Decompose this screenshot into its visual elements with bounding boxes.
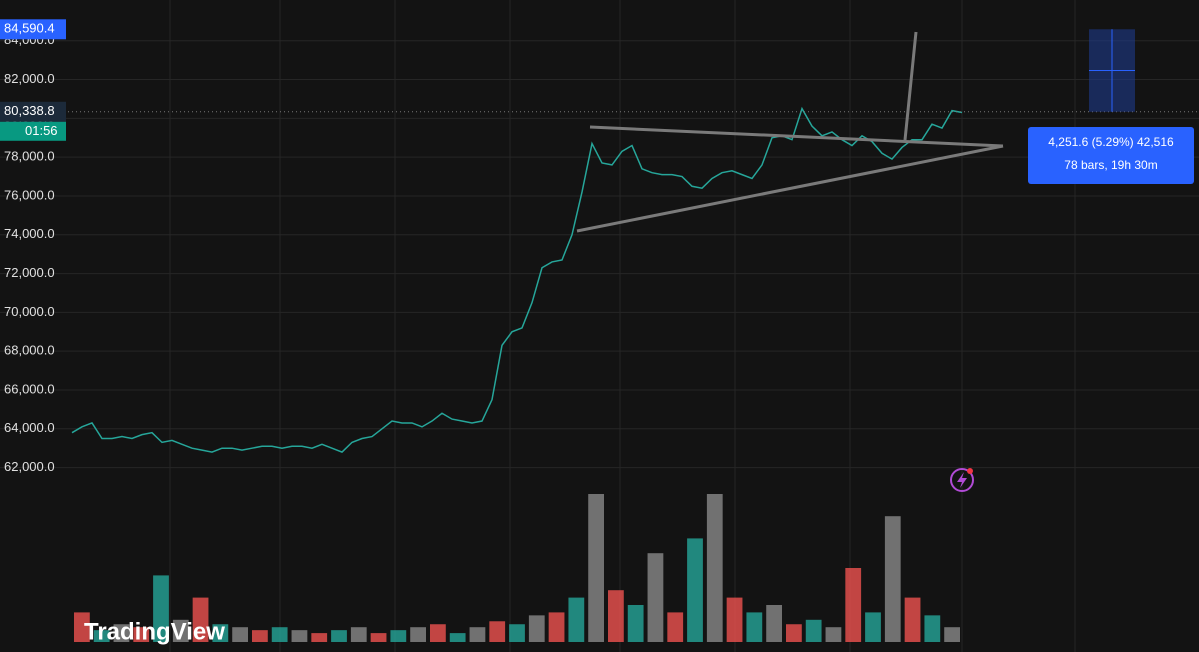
volume-bar	[528, 615, 545, 642]
drawings	[576, 31, 1004, 233]
volume-bar	[509, 624, 525, 642]
y-tick-label: 66,000.0	[4, 381, 55, 396]
volume-bar	[252, 630, 268, 642]
volume-bar	[647, 553, 664, 642]
volume-bar	[133, 627, 150, 642]
volume-bar	[93, 630, 110, 642]
y-tick-label: 70,000.0	[4, 304, 55, 319]
y-tick-label: 76,000.0	[4, 187, 55, 202]
volume-bar	[884, 516, 901, 642]
volume-bar	[192, 597, 209, 642]
volume-bar	[608, 590, 624, 642]
volume-bar	[291, 630, 308, 642]
countdown-label: 01:56	[25, 123, 58, 138]
logo: TradingView	[84, 618, 225, 645]
volume-bar	[627, 605, 644, 642]
volume-bar	[825, 627, 842, 642]
volume-bar	[944, 627, 960, 642]
volume-bar	[370, 633, 387, 642]
volume-bar	[350, 627, 367, 642]
y-tick-label: 72,000.0	[4, 265, 55, 280]
volume-bar	[430, 624, 446, 642]
volume-bar	[489, 621, 506, 642]
volume-bar	[212, 624, 229, 642]
volume-bar	[153, 575, 169, 642]
y-tick-label: 62,000.0	[4, 459, 55, 474]
countdown-badge	[0, 121, 66, 141]
volume-bar	[548, 612, 565, 642]
volume-bar	[766, 605, 782, 642]
trend-line	[576, 144, 1004, 233]
marks	[71, 106, 963, 642]
volume-bar	[904, 597, 921, 642]
volume-bar	[805, 619, 822, 642]
volume-bar	[687, 538, 703, 642]
price-badge	[0, 101, 66, 122]
volume-bar	[74, 612, 90, 642]
price-badge	[0, 19, 66, 40]
alert-icon[interactable]	[950, 468, 974, 492]
volume-bar	[924, 615, 941, 642]
price-line	[71, 106, 963, 453]
price-badge-label: 84,590.4	[4, 21, 55, 36]
volume-bar	[410, 627, 426, 642]
volume-bar	[706, 494, 723, 642]
volume-bar	[331, 630, 347, 642]
trend-line	[589, 125, 1004, 148]
projection-line	[903, 31, 918, 141]
measure-text: 78 bars, 19h 30m	[1064, 158, 1157, 172]
volume-bar	[311, 633, 328, 642]
volume-bar	[726, 597, 743, 642]
volume-bar	[449, 633, 466, 642]
volume-bar	[172, 619, 189, 642]
volume-bar	[588, 494, 604, 642]
y-tick-label: 68,000.0	[4, 343, 55, 358]
icon-bolt	[957, 472, 967, 488]
measure-box	[1028, 127, 1194, 184]
volume-bar	[232, 627, 248, 642]
volume-bar	[568, 597, 585, 642]
volume-bar	[390, 630, 407, 642]
y-tick-label: 78,000.0	[4, 149, 55, 164]
volume-bar	[865, 612, 881, 642]
icon-ring	[950, 468, 974, 492]
icon-dot	[967, 468, 973, 474]
volume-bar	[667, 612, 684, 642]
volume-bar	[469, 627, 486, 642]
volume-bar	[845, 568, 862, 642]
volume-bar	[271, 627, 288, 642]
volume-bar	[786, 624, 802, 642]
y-tick-label: 74,000.0	[4, 226, 55, 241]
volume-bar	[746, 612, 763, 642]
y-tick-label: 82,000.0	[4, 71, 55, 86]
y-tick-label: 64,000.0	[4, 420, 55, 435]
price-badge-label: 80,338.8	[4, 103, 55, 118]
measure-text: 4,251.6 (5.29%) 42,516	[1048, 135, 1174, 149]
volume-bar	[113, 624, 130, 642]
